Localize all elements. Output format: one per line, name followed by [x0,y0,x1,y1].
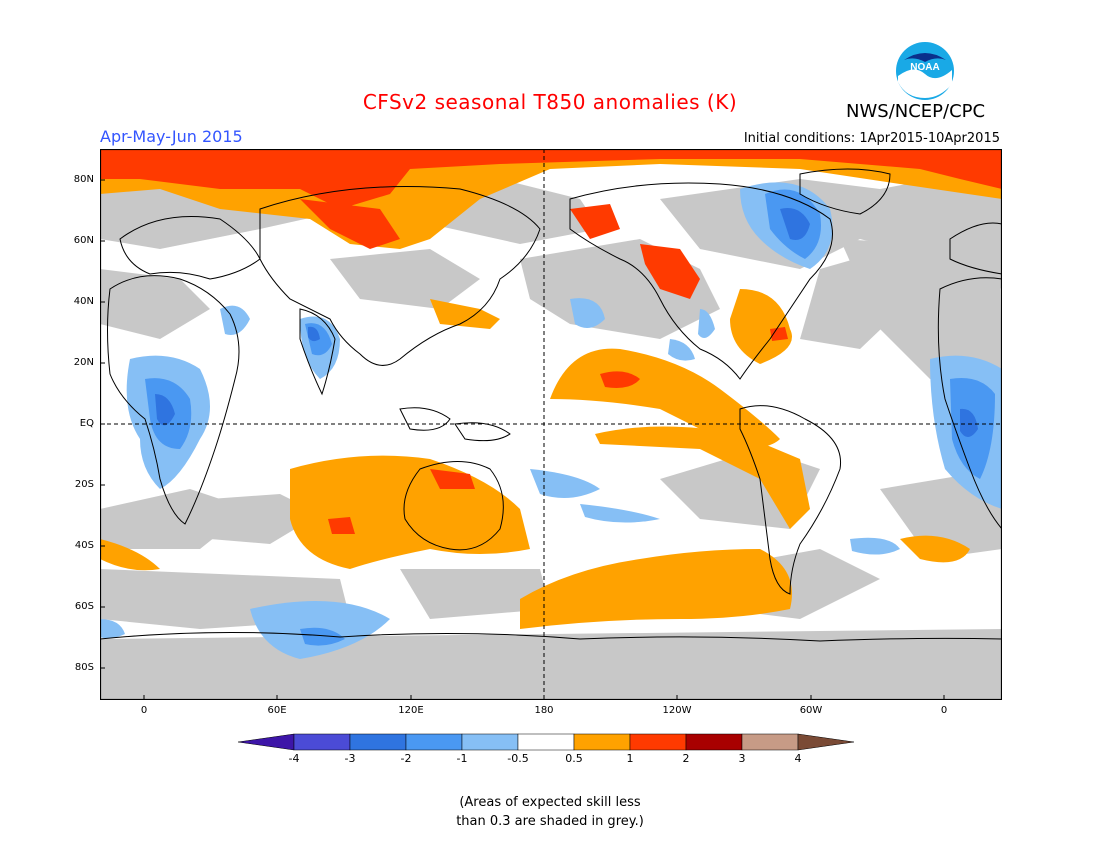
colorbar-segment [573,733,631,751]
colorbar-segment [293,733,351,751]
agency-label: NWS/NCEP/CPC [846,101,986,122]
lon-label: 60E [267,705,287,716]
strong-warm-regions [100,149,1002,534]
colorbar-label: -2 [400,752,412,765]
lat-label: 40S [74,540,94,551]
map-frame [99,148,1003,701]
colorbar-label: 2 [682,752,690,765]
lat-label: 20N [73,357,94,368]
map-title: CFSv2 seasonal T850 anomalies (K) [362,90,738,114]
colorbar-segment [517,733,575,751]
colorbar-segment [629,733,687,751]
colorbar-segment [405,733,463,751]
colorbar-segment [741,733,799,751]
colorbar-segment [797,733,855,751]
colorbar-label: -1 [456,752,468,765]
colorbar-label: 3 [738,752,746,765]
noaa-logo: NOAA [894,40,956,106]
logo-text: NOAA [910,62,939,73]
colorbar-segment [685,733,743,751]
colorbar-label: -3 [344,752,356,765]
initial-conditions-label: Initial conditions: 1Apr2015-10Apr2015 [743,131,1000,146]
coastlines [99,168,1003,642]
colorbar-label: 1 [626,752,634,765]
colorbar-label: -4 [288,752,300,765]
strong-cool-regions [155,208,978,438]
season-label: Apr-May-Jun 2015 [100,127,243,146]
lon-label: 0 [140,705,148,716]
lon-label: 0 [940,705,948,716]
lon-label: 120E [398,705,424,716]
colorbar-label: 4 [794,752,802,765]
colorbar-segment [349,733,407,751]
colorbar-label: -0.5 [507,752,529,765]
colorbar-segment [461,733,519,751]
lat-label: 80N [73,174,94,185]
colorbar-label: 0.5 [565,752,583,765]
lon-label: 60W [799,705,823,716]
lat-label: EQ [79,418,94,429]
lat-label: 20S [74,479,94,490]
lon-label: 120W [662,705,692,716]
lat-label: 60N [73,235,94,246]
lat-label: 60S [74,601,94,612]
lat-label: 80S [74,662,94,673]
footnote: (Areas of expected skill less than 0.3 a… [456,795,644,829]
lon-label: 180 [534,705,554,716]
anomaly-map [99,148,1003,704]
colorbar-segment [237,733,295,751]
colorbar [237,732,862,756]
lat-label: 40N [73,296,94,307]
